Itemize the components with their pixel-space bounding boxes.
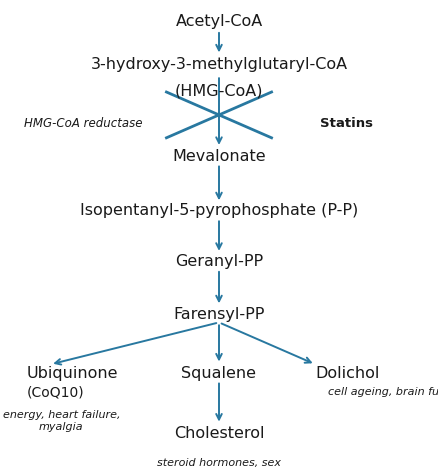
Text: Ubiquinone: Ubiquinone: [26, 365, 118, 380]
Text: Isopentanyl-5-pyrophosphate (P-P): Isopentanyl-5-pyrophosphate (P-P): [80, 203, 358, 218]
Text: Dolichol: Dolichol: [315, 365, 380, 380]
Text: Geranyl-PP: Geranyl-PP: [175, 253, 263, 268]
Text: (CoQ10): (CoQ10): [26, 384, 84, 398]
Text: steroid hormones, sex: steroid hormones, sex: [157, 457, 281, 466]
Text: Acetyl-CoA: Acetyl-CoA: [175, 14, 263, 29]
Text: Statins: Statins: [320, 116, 373, 129]
Text: HMG-CoA reductase: HMG-CoA reductase: [24, 116, 142, 129]
Text: Cholesterol: Cholesterol: [174, 425, 264, 440]
Text: (HMG-CoA): (HMG-CoA): [175, 83, 263, 98]
Text: Squalene: Squalene: [181, 365, 257, 380]
Text: energy, heart failure,
myalgia: energy, heart failure, myalgia: [3, 409, 120, 431]
Text: Farensyl-PP: Farensyl-PP: [173, 307, 265, 322]
Text: Mevalonate: Mevalonate: [172, 149, 266, 164]
Text: 3-hydroxy-3-methylglutaryl-CoA: 3-hydroxy-3-methylglutaryl-CoA: [90, 57, 348, 72]
Text: cell ageing, brain func: cell ageing, brain func: [328, 387, 438, 396]
